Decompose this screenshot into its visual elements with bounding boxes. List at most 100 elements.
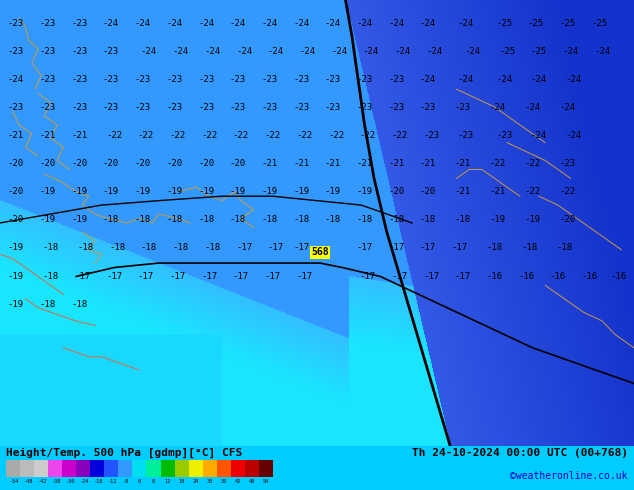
Text: -17: -17 xyxy=(296,271,313,280)
Text: -21: -21 xyxy=(489,187,506,196)
Text: -17: -17 xyxy=(451,244,468,252)
Text: -18: -18 xyxy=(166,215,183,224)
Text: -48: -48 xyxy=(23,479,32,484)
Text: -21: -21 xyxy=(455,187,471,196)
Text: -24: -24 xyxy=(458,19,474,28)
Text: -23: -23 xyxy=(8,47,24,56)
Text: -23: -23 xyxy=(8,103,24,112)
Text: -20: -20 xyxy=(388,187,404,196)
Text: 0: 0 xyxy=(138,479,141,484)
Text: -20: -20 xyxy=(134,159,151,168)
Text: -24: -24 xyxy=(293,19,309,28)
Text: -23: -23 xyxy=(423,131,439,140)
Text: -24: -24 xyxy=(559,103,576,112)
Text: -17: -17 xyxy=(268,244,284,252)
Text: -23: -23 xyxy=(71,47,87,56)
Text: -24: -24 xyxy=(103,19,119,28)
Text: -19: -19 xyxy=(261,187,278,196)
Text: -20: -20 xyxy=(559,215,576,224)
Text: -24: -24 xyxy=(299,47,316,56)
Text: 30: 30 xyxy=(207,479,212,484)
Text: -18: -18 xyxy=(325,215,341,224)
Bar xyxy=(231,460,245,477)
Text: -24: -24 xyxy=(388,19,404,28)
Text: -23: -23 xyxy=(71,19,87,28)
Text: -24: -24 xyxy=(356,19,373,28)
Text: -42: -42 xyxy=(37,479,46,484)
Text: -18: -18 xyxy=(486,244,503,252)
Text: -16: -16 xyxy=(518,271,534,280)
Text: -18: -18 xyxy=(420,215,436,224)
Text: Th 24-10-2024 00:00 UTC (00+768): Th 24-10-2024 00:00 UTC (00+768) xyxy=(411,448,628,458)
Text: -16: -16 xyxy=(486,271,503,280)
Bar xyxy=(34,460,48,477)
Text: -17: -17 xyxy=(420,244,436,252)
Text: -24: -24 xyxy=(268,47,284,56)
Text: -24: -24 xyxy=(261,19,278,28)
Bar xyxy=(6,460,20,477)
Bar xyxy=(105,460,119,477)
Text: -17: -17 xyxy=(201,271,217,280)
Text: -25: -25 xyxy=(499,47,515,56)
Text: -18: -18 xyxy=(42,271,59,280)
Text: -23: -23 xyxy=(103,75,119,84)
Text: -12: -12 xyxy=(107,479,116,484)
Text: -23: -23 xyxy=(8,19,24,28)
Text: -22: -22 xyxy=(559,187,576,196)
Text: -24: -24 xyxy=(531,75,547,84)
Text: -23: -23 xyxy=(71,75,87,84)
Text: -17: -17 xyxy=(74,271,91,280)
Text: -22: -22 xyxy=(524,159,541,168)
Text: -23: -23 xyxy=(458,131,474,140)
Text: -22: -22 xyxy=(201,131,217,140)
Text: -18: -18 xyxy=(204,244,221,252)
Text: -19: -19 xyxy=(8,299,24,309)
Text: -18: -18 xyxy=(71,299,87,309)
Text: 18: 18 xyxy=(178,479,184,484)
Text: -18: -18 xyxy=(230,215,246,224)
Text: -25: -25 xyxy=(531,47,547,56)
Text: -22: -22 xyxy=(296,131,313,140)
Text: -23: -23 xyxy=(39,47,56,56)
Text: -23: -23 xyxy=(356,103,373,112)
Text: -20: -20 xyxy=(39,159,56,168)
Text: -23: -23 xyxy=(293,75,309,84)
Text: -22: -22 xyxy=(169,131,186,140)
Text: -25: -25 xyxy=(527,19,544,28)
Text: -19: -19 xyxy=(71,187,87,196)
Bar xyxy=(119,460,133,477)
Text: -19: -19 xyxy=(325,187,341,196)
Text: -24: -24 xyxy=(566,75,582,84)
Text: -24: -24 xyxy=(204,47,221,56)
Text: -17: -17 xyxy=(391,271,408,280)
Text: -20: -20 xyxy=(71,159,87,168)
Text: -19: -19 xyxy=(198,187,214,196)
Text: -21: -21 xyxy=(388,159,404,168)
Text: -19: -19 xyxy=(39,215,56,224)
Text: -16: -16 xyxy=(610,271,626,280)
Text: -21: -21 xyxy=(325,159,341,168)
Text: -20: -20 xyxy=(8,215,24,224)
Text: -19: -19 xyxy=(103,187,119,196)
Text: -23: -23 xyxy=(39,19,56,28)
Text: -22: -22 xyxy=(328,131,344,140)
Text: -23: -23 xyxy=(230,103,246,112)
Text: -22: -22 xyxy=(391,131,408,140)
Bar xyxy=(174,460,188,477)
Text: -24: -24 xyxy=(594,47,611,56)
Text: -18: -18 xyxy=(261,215,278,224)
Text: -24: -24 xyxy=(496,75,512,84)
Text: Height/Temp. 500 hPa [gdmp][°C] CFS: Height/Temp. 500 hPa [gdmp][°C] CFS xyxy=(6,448,243,458)
Bar xyxy=(259,460,273,477)
Text: -25: -25 xyxy=(559,19,576,28)
Text: -18: -18 xyxy=(103,215,119,224)
Text: -24: -24 xyxy=(524,103,541,112)
Text: -20: -20 xyxy=(166,159,183,168)
Text: -17: -17 xyxy=(293,244,309,252)
Text: -19: -19 xyxy=(39,187,56,196)
Text: -17: -17 xyxy=(423,271,439,280)
Text: -18: -18 xyxy=(172,244,189,252)
Text: -24: -24 xyxy=(325,19,341,28)
Text: -23: -23 xyxy=(71,103,87,112)
Text: -23: -23 xyxy=(261,103,278,112)
